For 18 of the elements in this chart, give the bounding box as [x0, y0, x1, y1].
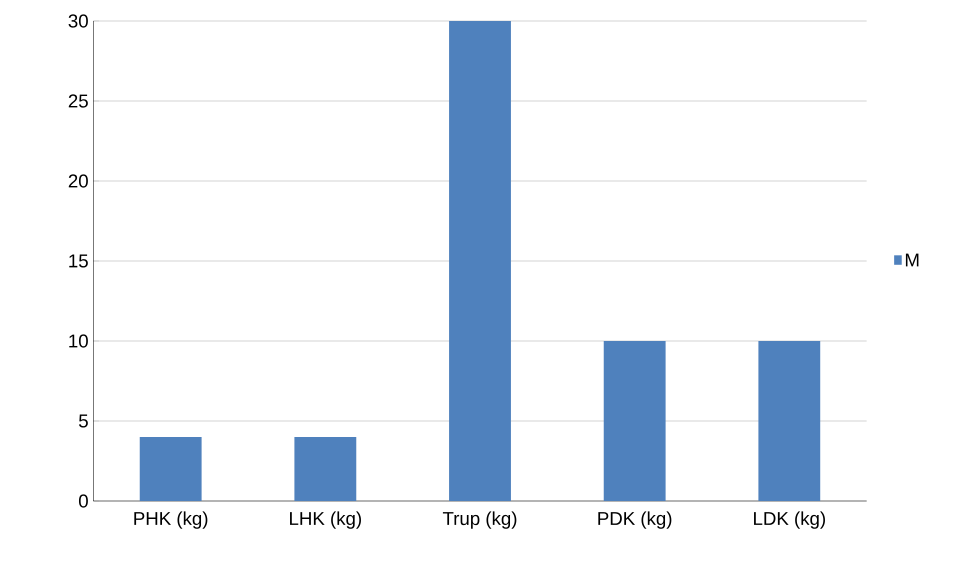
bar: [449, 20, 511, 501]
bar: [140, 437, 202, 501]
y-tick-label: 25: [68, 94, 88, 108]
y-tick-label: 5: [78, 414, 88, 428]
x-tick-label: PHK (kg): [134, 511, 208, 529]
legend-label: M: [906, 254, 918, 266]
y-tick-label: 30: [68, 14, 88, 28]
x-tick-label: LHK (kg): [290, 511, 361, 529]
y-tick-label: 0: [78, 494, 88, 508]
bar: [294, 437, 356, 501]
x-tick-label: PDK (kg): [598, 511, 672, 529]
y-tick-label: 15: [69, 254, 88, 268]
bar: [758, 341, 820, 501]
y-tick-label: 10: [69, 334, 88, 348]
y-tick-label: 20: [68, 174, 88, 188]
x-tick-label: Trup (kg): [442, 511, 516, 529]
x-tick-label: LDK (kg): [754, 511, 825, 529]
bar: [604, 341, 666, 501]
